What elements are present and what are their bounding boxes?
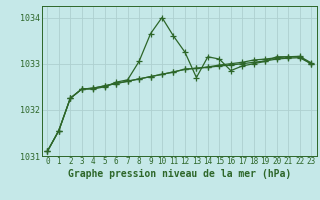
X-axis label: Graphe pression niveau de la mer (hPa): Graphe pression niveau de la mer (hPa) xyxy=(68,169,291,179)
